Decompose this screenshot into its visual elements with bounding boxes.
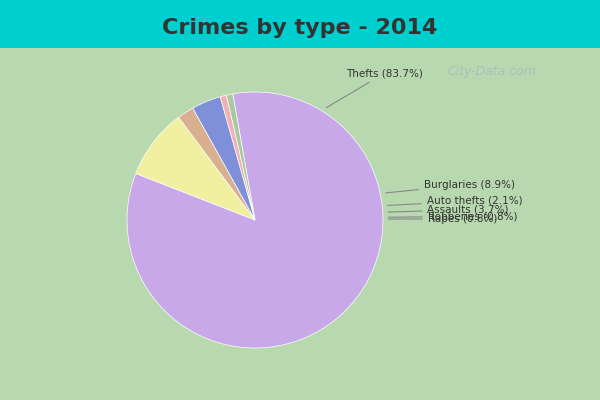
Wedge shape — [136, 117, 255, 220]
Text: City-Data.com: City-Data.com — [448, 66, 536, 78]
Text: Assaults (3.7%): Assaults (3.7%) — [388, 205, 509, 215]
Text: Auto thefts (2.1%): Auto thefts (2.1%) — [388, 196, 523, 206]
Wedge shape — [220, 95, 255, 220]
Text: Thefts (83.7%): Thefts (83.7%) — [326, 68, 423, 108]
Text: Burglaries (8.9%): Burglaries (8.9%) — [386, 180, 515, 193]
Wedge shape — [179, 108, 255, 220]
Wedge shape — [127, 92, 383, 348]
Text: Robberies (0.8%): Robberies (0.8%) — [388, 211, 517, 221]
Wedge shape — [193, 97, 255, 220]
Bar — [0, 0, 600, 48]
Wedge shape — [226, 94, 255, 220]
Text: Rapes (0.8%): Rapes (0.8%) — [388, 214, 497, 224]
Text: Crimes by type - 2014: Crimes by type - 2014 — [163, 18, 437, 38]
